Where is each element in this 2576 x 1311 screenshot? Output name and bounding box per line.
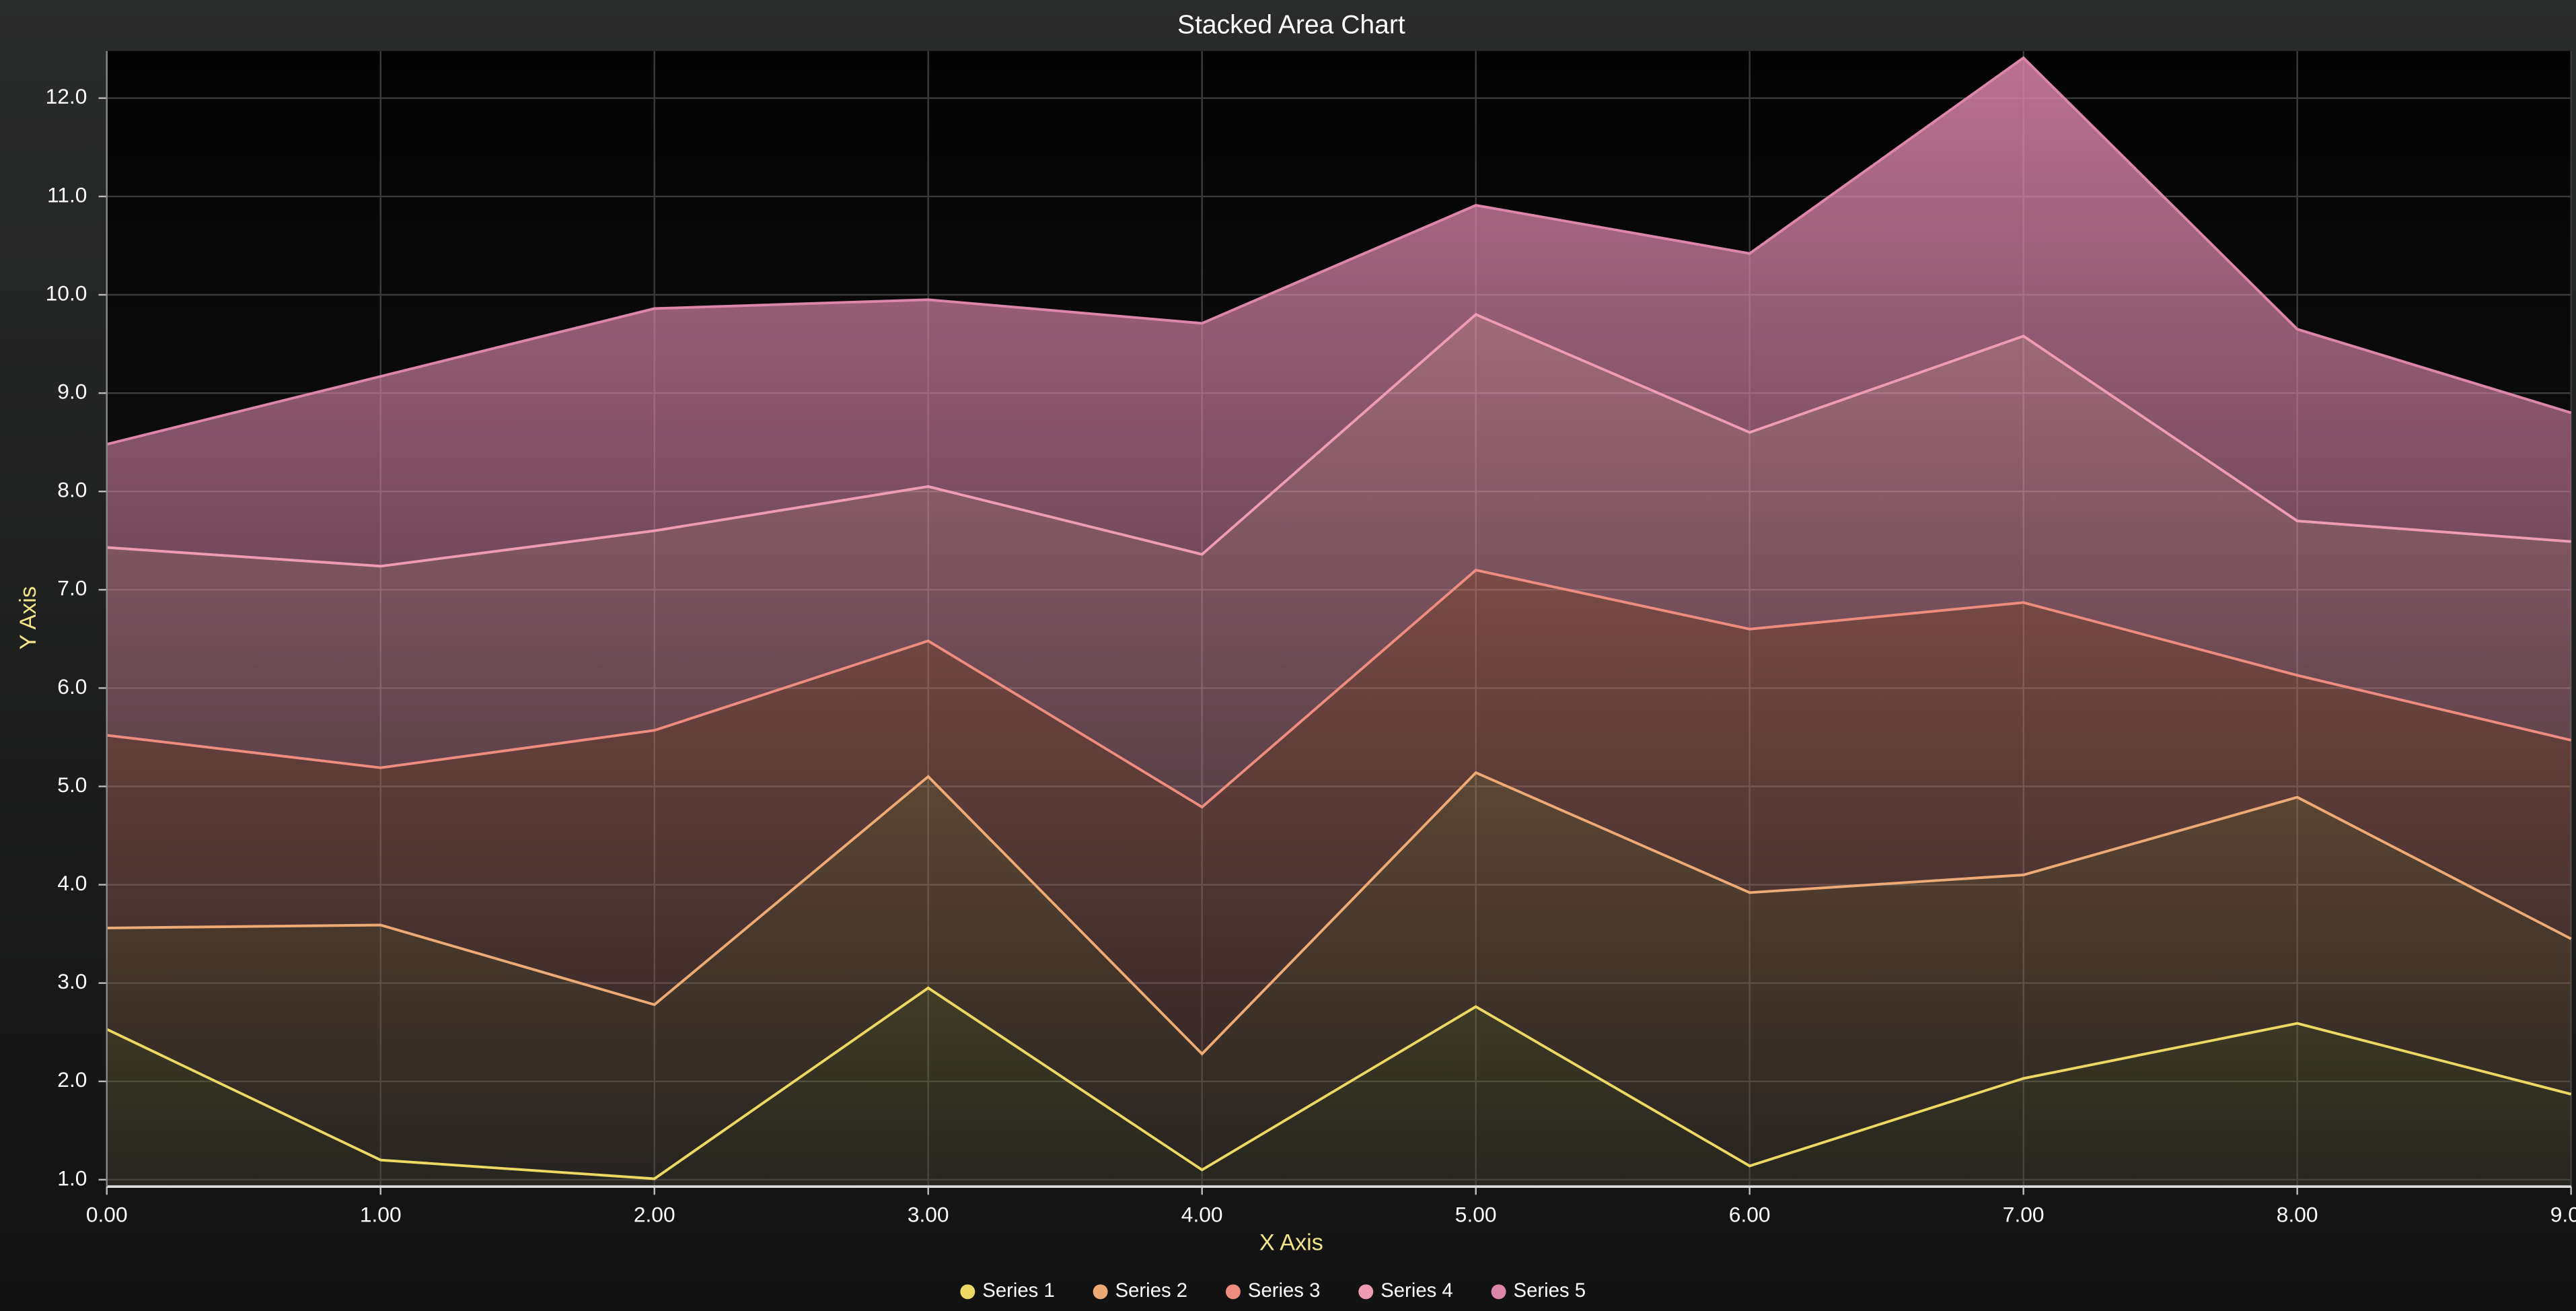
y-tick-label: 3.0 — [57, 969, 87, 993]
y-tick-label: 11.0 — [47, 182, 87, 207]
x-tick-label: 9.00 — [2550, 1202, 2576, 1226]
axes: 1.0 2.0 3.0 4.0 5.0 6.0 7.0 8.0 9.0 10.0 11.0 12.0 0… — [46, 50, 2576, 1226]
legend-label: Series 1 — [982, 1279, 1054, 1302]
legend: Series 1 Series 2 Series 3 Series 4 Series 5 — [960, 1279, 1586, 1302]
legend-label: Series 5 — [1514, 1279, 1586, 1302]
series-line — [106, 986, 2572, 1180]
x-tick-label: 0.00 — [86, 1202, 128, 1226]
series-line — [106, 568, 2572, 809]
legend-swatch — [1225, 1284, 1241, 1300]
x-tick-label: 4.00 — [1181, 1202, 1223, 1226]
x-tick-label: 7.00 — [2003, 1202, 2045, 1226]
legend-swatch — [1491, 1284, 1506, 1300]
x-tick-label: 2.00 — [634, 1202, 675, 1226]
legend-swatch — [960, 1284, 976, 1300]
y-tick-label: 4.0 — [57, 871, 87, 895]
chart-title: Stacked Area Chart — [1177, 10, 1405, 39]
y-tick-label: 6.0 — [57, 674, 87, 699]
y-tick-label: 7.0 — [57, 576, 87, 600]
y-tick-label: 8.0 — [57, 478, 87, 502]
area-band — [106, 773, 2571, 1179]
x-tick-label: 3.00 — [908, 1202, 949, 1226]
y-tick-label: 10.0 — [46, 281, 87, 305]
y-tick-label: 5.0 — [57, 773, 87, 797]
legend-label: Series 2 — [1115, 1279, 1187, 1302]
x-axis-title: X Axis — [1259, 1230, 1323, 1256]
x-tick-label: 8.00 — [2277, 1202, 2318, 1226]
legend-label: Series 3 — [1248, 1279, 1320, 1302]
y-tick-label: 12.0 — [46, 84, 87, 108]
area-band — [106, 314, 2571, 808]
area-band — [106, 57, 2571, 567]
area-band — [106, 570, 2571, 1054]
series-line — [106, 56, 2572, 446]
areas — [106, 56, 2572, 1187]
y-tick-label: 1.0 — [57, 1166, 87, 1190]
x-tick-label: 5.00 — [1455, 1202, 1497, 1226]
area-band — [106, 988, 2571, 1187]
x-tick-label: 1.00 — [360, 1202, 402, 1226]
series-line — [106, 771, 2572, 1056]
y-tick-label: 2.0 — [57, 1067, 87, 1092]
y-tick-label: 9.0 — [57, 380, 87, 404]
legend-swatch — [1093, 1284, 1108, 1300]
y-axis-title: Y Axis — [15, 586, 41, 649]
x-tick-label: 6.00 — [1729, 1202, 1771, 1226]
legend-swatch — [1358, 1284, 1374, 1300]
legend-label: Series 4 — [1381, 1279, 1452, 1302]
series-line — [106, 312, 2571, 568]
